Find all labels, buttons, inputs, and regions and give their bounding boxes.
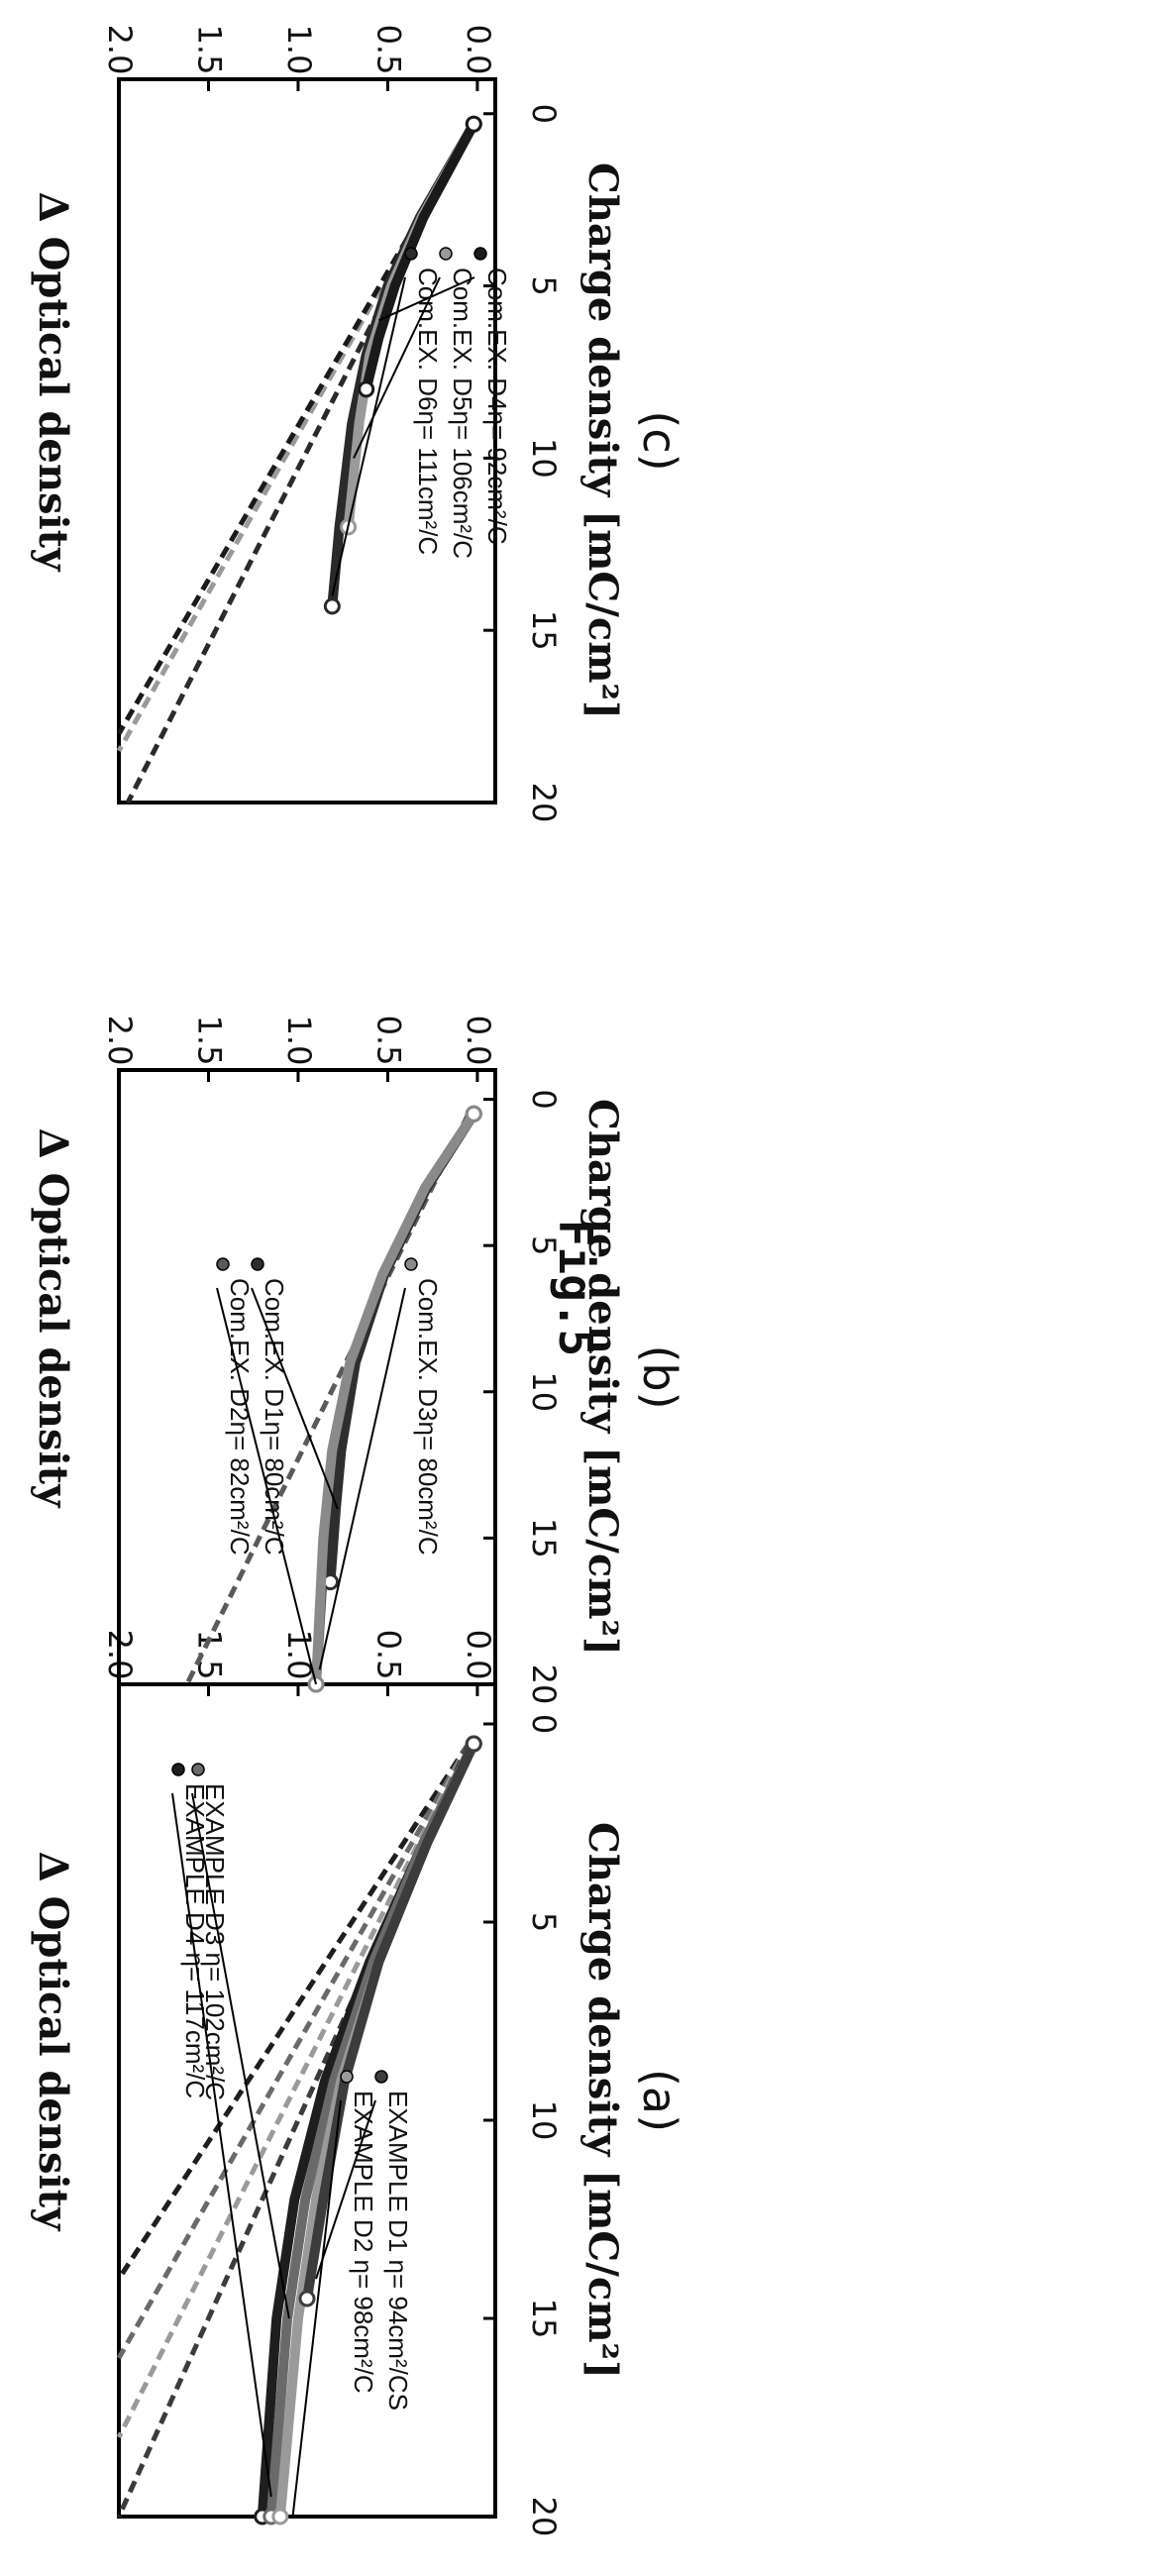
y-tick-label: 0.0	[460, 1630, 497, 1680]
series-start-marker	[465, 1105, 482, 1123]
x-tick-label: 20	[525, 1664, 563, 1705]
annotation-label: EXAMPLE D2 η= 98cm²/C	[349, 2091, 378, 2394]
annotation-leader	[331, 276, 406, 596]
series-end-marker	[298, 2290, 316, 2308]
x-tick-label: 10	[525, 1371, 563, 1412]
y-axis-title: Δ Optical density	[30, 1128, 76, 1510]
y-tick-label: 2.0	[101, 25, 139, 75]
y-tick-label: 2.0	[101, 1016, 139, 1066]
annotation-leader	[377, 276, 475, 322]
annotation-label: Com.EX. D2η= 82cm²/C	[225, 1278, 255, 1556]
annotation-marker	[251, 1257, 264, 1271]
x-tick-label: 10	[525, 2100, 563, 2141]
x-axis-title: Charge density [mC/cm²]	[579, 1822, 626, 2379]
data-series	[302, 1739, 479, 2304]
y-tick-label: 0.0	[460, 25, 497, 75]
x-tick-label: 15	[525, 1518, 563, 1558]
figure-title: Fig.5	[549, 1220, 602, 1356]
x-tick-label: 20	[525, 2497, 563, 2537]
x-tick-label: 5	[525, 275, 563, 295]
y-tick-label: 1.0	[280, 1016, 318, 1066]
fit-line	[116, 1742, 471, 2281]
y-tick-label: 0.5	[369, 1630, 407, 1680]
annotation-leader	[318, 1287, 406, 1670]
chart-panel-1: 0 5 10 15 20 0.0 0.5 1.0 1.5 2.0 Charge density [m…	[30, 1016, 686, 1705]
annotation-leader	[191, 1792, 290, 2319]
annotation-label: EXAMPLE D1 η= 94cm²/CS	[383, 2091, 413, 2411]
annotation-label: Com.EX. D1η= 80cm²/C	[260, 1278, 289, 1556]
series-end-marker	[323, 597, 341, 615]
annotation-marker	[374, 2070, 388, 2084]
data-series	[311, 1109, 479, 1689]
annotation-marker	[171, 1763, 185, 1776]
x-tick-label: 5	[525, 1235, 563, 1255]
y-tick-label: 1.5	[190, 1016, 228, 1066]
y-axis-title: Δ Optical density	[30, 192, 76, 574]
data-series	[361, 119, 479, 394]
x-axis-title: Charge density [mC/cm²]	[579, 162, 626, 719]
y-axis-title: Δ Optical density	[30, 1852, 76, 2233]
y-tick-label: 0.0	[460, 1016, 497, 1066]
annotation-marker	[473, 247, 487, 261]
fit-line	[116, 1742, 472, 2360]
series-end-marker	[271, 2508, 289, 2525]
panel-label: (b)	[633, 1344, 686, 1409]
y-tick-label: 1.0	[280, 1630, 318, 1680]
annotation-marker	[439, 247, 453, 261]
y-tick-label: 0.5	[369, 1016, 407, 1066]
annotation-label: Com.EX. D3η= 80cm²/C	[413, 1278, 443, 1556]
panel-label: (a)	[633, 2069, 686, 2132]
panels: 0 5 10 15 20 0.0 0.5 1.0 1.5 2.0 Charge density [m…	[30, 25, 686, 2537]
fit-line	[125, 123, 476, 805]
x-tick-label: 15	[525, 2299, 563, 2339]
annotation-leader	[216, 1287, 318, 1685]
annotation-label: Com.EX. D5η= 106cm²/C	[448, 268, 477, 559]
plot-frame	[117, 1068, 497, 1686]
x-tick-label: 0	[525, 104, 563, 124]
annotation-leader	[315, 2099, 376, 2280]
annotation-marker	[191, 1763, 205, 1776]
plot-frame	[117, 77, 497, 805]
series-start-marker	[465, 115, 482, 133]
panel-label: (c)	[633, 410, 686, 471]
annotation-marker	[404, 1257, 418, 1271]
series-start-marker	[465, 1735, 482, 1753]
annotation-leader	[291, 2099, 342, 2518]
x-tick-label: 5	[525, 1912, 563, 1932]
annotation-leader	[251, 1287, 339, 1510]
y-tick-label: 0.5	[369, 25, 407, 75]
annotation-label: EXAMPLE D4 η= 117cm²/C	[180, 1783, 210, 2098]
x-tick-label: 20	[525, 783, 563, 823]
annotation-leader	[353, 276, 441, 459]
annotation-label: Com.EX. D6η= 111cm²/C	[413, 268, 443, 555]
series-end-marker	[358, 380, 375, 398]
annotation-marker	[404, 247, 418, 261]
annotation-label: EXAMPLE D3 η= 102cm²/C	[200, 1783, 230, 2100]
annotation-marker	[216, 1257, 230, 1271]
y-tick-label: 1.0	[280, 25, 318, 75]
x-axis-title: Charge density [mC/cm²]	[579, 1099, 626, 1656]
fit-line	[116, 1742, 472, 2439]
chart-panel-2: 0 5 10 15 20 0.0 0.5 1.0 1.5 2.0 Charge density [m…	[30, 25, 686, 823]
x-tick-label: 0	[525, 1089, 563, 1109]
annotation-marker	[340, 2070, 354, 2084]
x-tick-label: 15	[525, 610, 563, 651]
x-tick-label: 0	[525, 1714, 563, 1734]
annotation-leader	[171, 1792, 272, 2498]
x-tick-label: 10	[525, 438, 563, 479]
y-tick-label: 1.5	[190, 25, 228, 75]
annotation-label: Com.EX. D4η= 92cm²/C	[482, 268, 512, 545]
